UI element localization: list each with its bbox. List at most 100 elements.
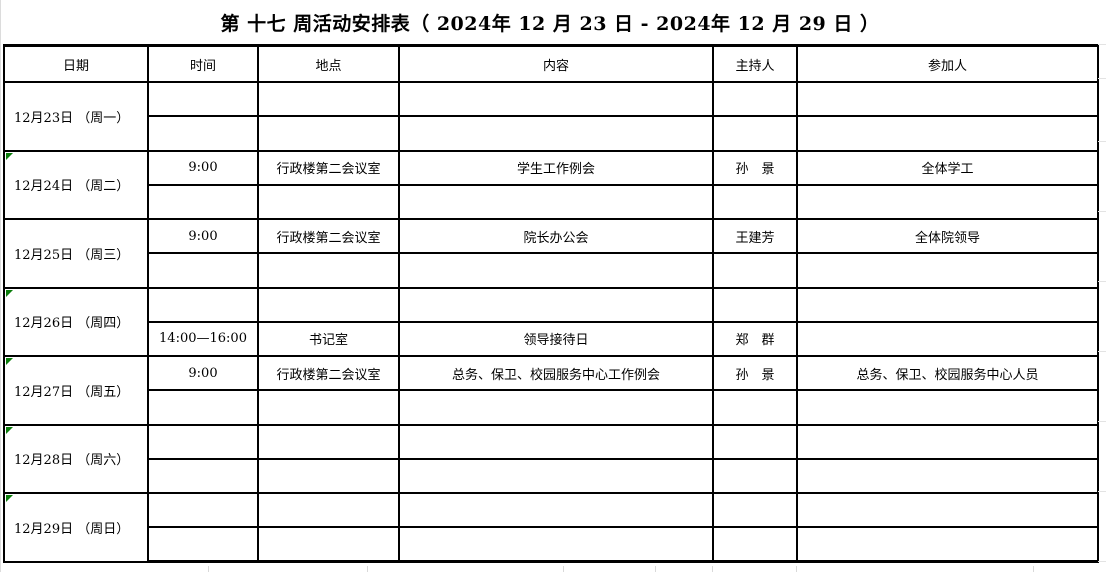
date-cell-sat[interactable]: 12月28日 （周六） (3, 423, 149, 494)
place-cell[interactable]: 行政楼第二会议室 (257, 217, 400, 255)
sheet-gridline (208, 566, 209, 572)
col-header-date[interactable]: 日期 (3, 44, 149, 83)
col-header-time[interactable]: 时间 (147, 44, 259, 83)
host-cell[interactable]: 王建芳 (712, 217, 798, 255)
content-cell[interactable] (398, 252, 714, 289)
host-cell[interactable]: 孙 景 (712, 354, 798, 392)
date-label: 12月27日 （周五） (14, 384, 130, 400)
time-cell[interactable]: 9:00 (147, 217, 259, 255)
time-cell[interactable] (147, 115, 259, 152)
content-cell[interactable]: 总务、保卫、校园服务中心工作例会 (398, 354, 714, 392)
sheet-gridline (796, 566, 797, 572)
participants-cell[interactable]: 全体院领导 (796, 217, 1099, 255)
col-header-content[interactable]: 内容 (398, 44, 714, 83)
place-cell[interactable] (257, 526, 400, 564)
place-cell[interactable] (257, 183, 400, 221)
col-header-participants[interactable]: 参加人 (796, 44, 1099, 83)
table-row: 14:00—16:00 书记室 领导接待日 郑 群 (4, 320, 1099, 358)
time-cell[interactable]: 14:00—16:00 (147, 320, 259, 358)
sheet-gridline (563, 566, 564, 572)
date-cell-mon[interactable]: 12月23日 （周一） (3, 81, 149, 152)
host-cell[interactable] (712, 80, 798, 118)
table-row (4, 252, 1099, 289)
time-cell[interactable] (147, 286, 259, 323)
time-cell[interactable] (147, 389, 259, 426)
place-cell[interactable]: 行政楼第二会议室 (257, 149, 400, 186)
participants-cell[interactable]: 全体学工 (796, 149, 1099, 186)
content-cell[interactable] (398, 423, 714, 460)
place-cell[interactable] (257, 491, 400, 529)
participants-cell[interactable] (796, 183, 1099, 221)
table-row (4, 526, 1099, 564)
place-cell[interactable] (257, 252, 400, 289)
place-cell[interactable] (257, 423, 400, 460)
table-row: 12月28日 （周六） (3, 423, 1099, 494)
content-cell[interactable] (398, 491, 714, 529)
host-cell[interactable]: 孙 景 (712, 149, 798, 186)
cell-error-marker-icon (6, 358, 13, 365)
time-cell[interactable] (147, 491, 259, 529)
host-cell[interactable] (712, 457, 798, 495)
place-cell[interactable]: 书记室 (257, 320, 400, 358)
content-cell[interactable]: 学生工作例会 (398, 149, 714, 186)
participants-cell[interactable] (796, 286, 1099, 323)
col-header-place[interactable]: 地点 (257, 44, 400, 83)
content-cell[interactable] (398, 457, 714, 495)
participants-cell[interactable] (796, 80, 1099, 118)
time-cell[interactable] (147, 457, 259, 495)
place-cell[interactable] (257, 115, 400, 152)
content-cell[interactable]: 院长办公会 (398, 217, 714, 255)
date-label: 12月24日 （周二） (14, 179, 130, 195)
participants-cell[interactable]: 总务、保卫、校园服务中心人员 (796, 354, 1099, 392)
host-cell[interactable] (712, 252, 798, 289)
content-cell[interactable] (398, 286, 714, 323)
host-cell[interactable] (712, 491, 798, 529)
host-cell[interactable] (712, 423, 798, 460)
content-cell[interactable] (398, 389, 714, 426)
place-cell[interactable] (257, 80, 400, 118)
time-cell[interactable] (147, 526, 259, 564)
participants-cell[interactable] (796, 115, 1099, 152)
time-cell[interactable] (147, 183, 259, 221)
cell-error-marker-icon (6, 289, 13, 297)
date-label: 12月25日 （周三） (14, 247, 130, 263)
participants-cell[interactable] (796, 491, 1099, 529)
host-cell[interactable] (712, 526, 798, 564)
place-cell[interactable] (257, 389, 400, 426)
participants-cell[interactable] (796, 320, 1099, 358)
host-cell[interactable] (712, 115, 798, 152)
date-cell-wed[interactable]: 12月25日 （周三） (3, 218, 149, 289)
sheet-gridline (1098, 281, 1106, 282)
time-cell[interactable]: 9:00 (147, 149, 259, 186)
participants-cell[interactable] (796, 252, 1099, 289)
date-cell-sun[interactable]: 12月29日 （周日） (3, 492, 149, 563)
participants-cell[interactable] (796, 423, 1099, 460)
date-cell-tue[interactable]: 12月24日 （周二） (3, 149, 149, 220)
host-cell[interactable] (712, 389, 798, 426)
date-cell-fri[interactable]: 12月27日 （周五） (3, 355, 149, 426)
place-cell[interactable] (257, 286, 400, 323)
time-cell[interactable]: 9:00 (147, 354, 259, 392)
participants-cell[interactable] (796, 526, 1099, 564)
place-cell[interactable]: 行政楼第二会议室 (257, 354, 400, 392)
content-cell[interactable] (398, 115, 714, 152)
time-cell[interactable] (147, 80, 259, 118)
schedule-table: 日期 时间 地点 内容 主持人 参加人 12月23日 （周一） (3, 44, 1099, 564)
time-cell[interactable] (147, 252, 259, 289)
sheet-gridline (1098, 491, 1106, 492)
content-cell[interactable] (398, 526, 714, 564)
host-cell[interactable] (712, 286, 798, 323)
date-label: 12月29日 （周日） (14, 521, 130, 537)
time-cell[interactable] (147, 423, 259, 460)
cell-error-marker-icon (6, 495, 13, 502)
participants-cell[interactable] (796, 457, 1099, 495)
content-cell[interactable] (398, 183, 714, 221)
content-cell[interactable] (398, 80, 714, 118)
col-header-host[interactable]: 主持人 (712, 44, 798, 83)
date-cell-thu[interactable]: 12月26日 （周四） (3, 286, 149, 357)
participants-cell[interactable] (796, 389, 1099, 426)
host-cell[interactable]: 郑 群 (712, 320, 798, 358)
place-cell[interactable] (257, 457, 400, 495)
host-cell[interactable] (712, 183, 798, 221)
content-cell[interactable]: 领导接待日 (398, 320, 714, 358)
